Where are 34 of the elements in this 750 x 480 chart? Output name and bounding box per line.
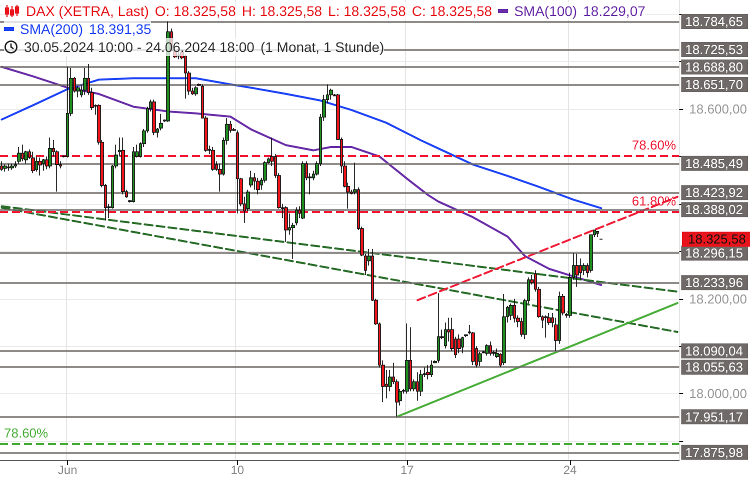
ref-line-label: 18.423,92 [685,185,744,200]
ref-line-label: 18.055,63 [685,360,744,375]
annotation: 18.229,07 [583,2,646,20]
annotation: (1 Monat, 1 Stunde) [260,38,384,56]
text: 18.325,58 [688,232,746,247]
ref-line-label: 18.485,49 [685,156,744,171]
ref-line-label: 18.233,96 [685,275,744,290]
annotation: L: 18.325,58 [328,2,406,20]
ref-line-label: 17.951,17 [685,409,744,424]
ref-line-label: 18.651,70 [685,77,744,92]
x-tick-label: 10 [230,463,244,477]
y-tick-label: 18.600,00 [689,102,748,117]
x-tick-label: 24 [563,463,578,477]
legend-label: SMA(100) [514,2,578,20]
ref-line-label: 17.875,98 [685,444,744,460]
x-tick-label: Jun [58,463,78,477]
annotation: 18.391,35 [89,20,152,38]
y-tick-label: 18.000,00 [689,386,748,402]
ref-line-label: 18.688,80 [685,59,744,74]
annotation: C: 18.325,58 [412,2,492,20]
ref-line-label: 18.725,53 [685,42,744,58]
y-tick-label: 18.200,00 [689,291,748,306]
ref-line-label: 18.090,04 [685,343,744,358]
legend-label: SMA(200) [20,20,84,38]
annotation: 78.60% [4,425,49,440]
ref-line-label: 18.296,15 [685,246,744,261]
x-tick-label: 17 [400,463,414,477]
annotation: 30.05.2024 10:00 - 24.06.2024 18:00 [24,38,254,56]
annotation: 78.60% [632,138,676,153]
ref-line-label: 18.784,65 [685,14,744,30]
annotation: H: 18.325,58 [242,2,322,20]
ref-line-label: 18.388,02 [685,202,744,218]
annotation: O: 18.325,58 [154,2,236,20]
chart-title: DAX (XETRA, Last) [26,2,149,20]
